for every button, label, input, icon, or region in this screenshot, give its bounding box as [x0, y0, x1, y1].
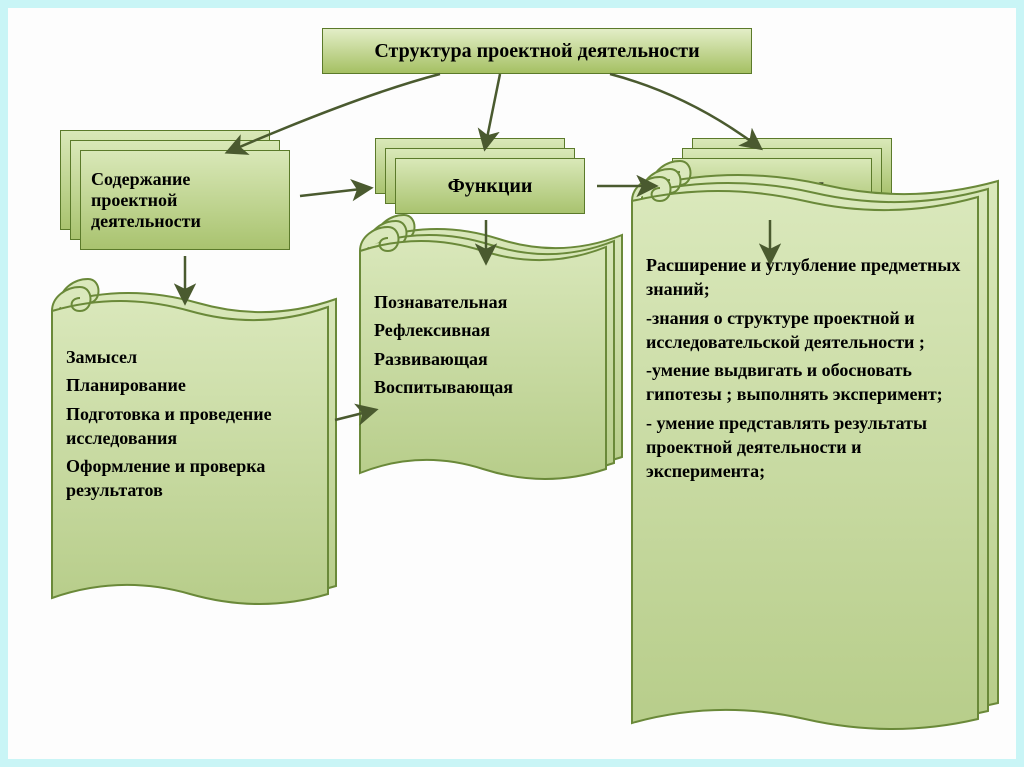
card-functions-front: Функции	[395, 158, 585, 214]
scroll-results-scroll: Расширение и углубление предметных знани…	[630, 175, 980, 745]
card-functions-label: Функции	[448, 175, 533, 198]
card-content-front: Содержание проектной деятельности	[80, 150, 290, 250]
scroll-functions-scroll-line: Развивающая	[374, 347, 592, 371]
scroll-results-scroll-text: Расширение и углубление предметных знани…	[630, 175, 980, 504]
scroll-results-scroll-line: Расширение и углубление предметных знани…	[646, 253, 964, 302]
scroll-content-scroll-line: Подготовка и проведение исследования	[66, 402, 314, 451]
card-functions: Функции	[395, 158, 585, 214]
title-box: Структура проектной деятельности	[322, 28, 752, 74]
card-content: Содержание проектной деятельности	[80, 150, 290, 250]
scroll-content-scroll-line: Замысел	[66, 345, 314, 369]
scroll-results-scroll-line: -умение выдвигать и обосновать гипотезы …	[646, 358, 964, 407]
scroll-functions-scroll-line: Рефлексивная	[374, 318, 592, 342]
scroll-functions-scroll-text: Познавательная Рефлексивная Развивающая Вос…	[358, 225, 608, 419]
scroll-content-scroll: Замысел Планирование Подготовка и проведен…	[50, 285, 330, 620]
scroll-content-scroll-line: Планирование	[66, 373, 314, 397]
scroll-content-scroll-text: Замысел Планирование Подготовка и проведен…	[50, 285, 330, 523]
title-text: Структура проектной деятельности	[374, 40, 699, 63]
scroll-results-scroll-line: - умение представлять результаты проектн…	[646, 411, 964, 484]
scroll-functions-scroll-line: Познавательная	[374, 290, 592, 314]
scroll-functions-scroll-line: Воспитывающая	[374, 375, 592, 399]
scroll-content-scroll-line: Оформление и проверка результатов	[66, 454, 314, 503]
card-content-label: Содержание проектной деятельности	[91, 169, 279, 232]
scroll-functions-scroll: Познавательная Рефлексивная Развивающая Вос…	[358, 225, 608, 495]
scroll-results-scroll-line: -знания о структуре проектной и исследов…	[646, 306, 964, 355]
diagram-stage: Структура проектной деятельности Содержан…	[0, 0, 1024, 767]
